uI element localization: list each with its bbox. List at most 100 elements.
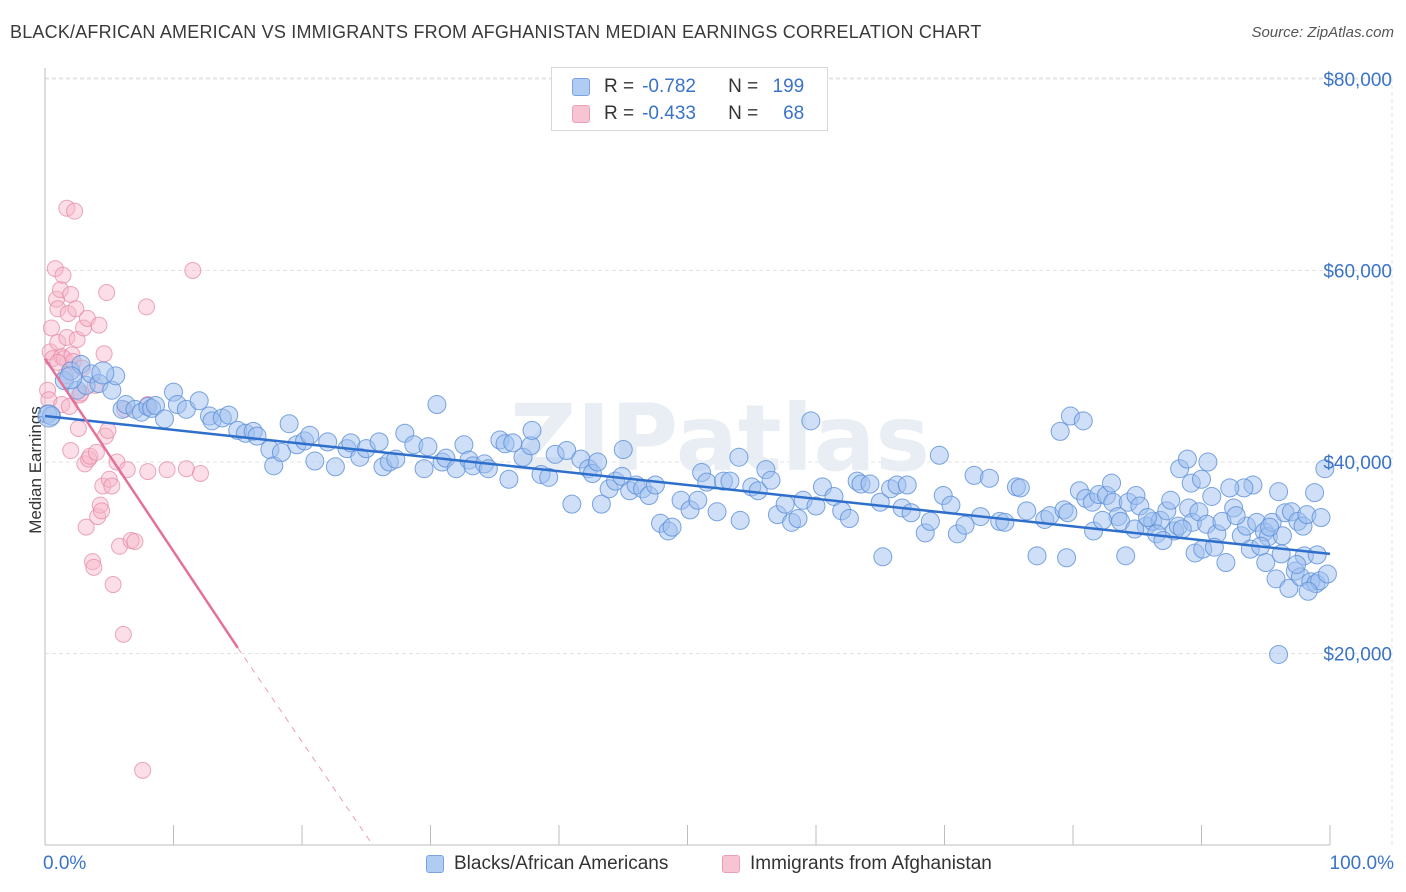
- legend-r-value: -0.433: [642, 103, 696, 124]
- pink-data-point: [84, 553, 102, 571]
- blue-points: [37, 354, 1337, 664]
- chart-title: BLACK/AFRICAN AMERICAN VS IMMIGRANTS FRO…: [10, 22, 982, 42]
- blue-data-point: [920, 511, 940, 531]
- pink-data-point: [77, 518, 95, 536]
- axes: [44, 68, 1331, 846]
- pink-data-point: [104, 576, 122, 594]
- blue-data-point: [1102, 473, 1122, 493]
- pink-data-point: [100, 470, 118, 488]
- blue-data-point: [1073, 411, 1093, 431]
- pink-data-point: [90, 316, 108, 334]
- blue-data-point: [155, 409, 175, 429]
- legend-row-blue: R = -0.782 N = 199: [572, 75, 804, 99]
- blue-data-point: [1116, 546, 1136, 566]
- bottom-legend-blue: Blacks/African Americans: [426, 852, 668, 876]
- blue-data-point: [1260, 517, 1280, 537]
- blue-data-point: [1287, 554, 1307, 574]
- legend-swatch-pink: [572, 105, 590, 123]
- blue-data-point: [189, 391, 209, 411]
- pink-data-point: [138, 298, 156, 316]
- blue-data-point: [91, 361, 115, 385]
- blue-data-point: [688, 490, 708, 510]
- blue-data-point: [1057, 548, 1077, 568]
- legend-r-value: -0.782: [642, 76, 696, 97]
- pink-data-point: [67, 300, 85, 318]
- blue-data-point: [499, 469, 519, 489]
- blue-data-point: [300, 425, 320, 445]
- blue-data-point: [539, 467, 559, 487]
- pink-data-point: [98, 284, 116, 302]
- blue-data-point: [562, 494, 582, 514]
- blue-data-point: [1161, 490, 1181, 510]
- pink-data-point: [91, 496, 109, 514]
- blue-data-point: [873, 547, 893, 567]
- blue-data-point: [522, 420, 542, 440]
- pink-data-point: [66, 202, 84, 220]
- legend-r-label: R =: [604, 103, 635, 124]
- blue-data-point: [860, 474, 880, 494]
- blue-data-point: [1177, 449, 1197, 469]
- blue-data-point: [1256, 553, 1276, 573]
- source-credit: Source: ZipAtlas.com: [1251, 24, 1394, 41]
- blue-data-point: [806, 496, 826, 516]
- pink-data-point: [158, 461, 176, 479]
- x-tick-label: 0.0%: [43, 853, 86, 874]
- blue-data-point: [1192, 469, 1211, 489]
- blue-data-point: [662, 517, 682, 537]
- blue-data-point: [1269, 644, 1289, 664]
- pink-data-point: [95, 345, 113, 363]
- blue-data-point: [1279, 578, 1299, 598]
- blue-data-point: [1216, 553, 1236, 573]
- pink-trend-extension: [237, 647, 374, 846]
- blue-data-point: [613, 440, 633, 460]
- y-tick-label: $20,000: [1323, 645, 1392, 666]
- pink-data-point: [49, 333, 67, 351]
- blue-data-point: [979, 468, 999, 488]
- blue-data-point: [247, 426, 267, 446]
- bottom-legend-label-blue: Blacks/African Americans: [454, 853, 669, 874]
- blue-data-point: [839, 508, 859, 528]
- blue-data-point: [901, 503, 921, 523]
- correlation-legend: R = -0.782 N = 199 R = -0.433 N = 68: [551, 67, 828, 131]
- y-tick-label: $60,000: [1323, 262, 1392, 283]
- blue-data-point: [418, 437, 438, 457]
- bottom-legend-swatch-blue: [426, 855, 444, 873]
- blue-data-point: [955, 515, 975, 535]
- blue-data-point: [369, 432, 389, 452]
- pink-data-point: [139, 463, 157, 481]
- tick-labels: $80,000 $60,000 $40,000 $20,000 0.0% 100.0%: [43, 70, 1394, 874]
- pink-data-point: [49, 353, 67, 371]
- pink-data-point: [134, 761, 152, 779]
- pink-trend-line: [43, 357, 239, 649]
- x-tick-label: 100.0%: [1330, 853, 1395, 874]
- pink-data-point: [51, 281, 69, 299]
- blue-data-point: [1027, 546, 1047, 566]
- pink-data-point: [103, 477, 121, 495]
- blue-data-point: [1172, 519, 1192, 539]
- blue-data-point: [1307, 545, 1327, 565]
- pink-data-point: [85, 558, 103, 576]
- blue-data-point: [146, 396, 166, 416]
- pink-data-point: [99, 421, 117, 439]
- blue-data-point: [1058, 503, 1078, 523]
- blue-data-point: [929, 445, 949, 465]
- blue-data-point: [1269, 482, 1289, 502]
- legend-r-label: R =: [604, 76, 635, 97]
- blue-data-point: [591, 494, 611, 514]
- blue-data-point: [1198, 452, 1218, 472]
- blue-data-point: [761, 470, 781, 490]
- blue-data-point: [801, 411, 821, 431]
- blue-data-point: [414, 459, 434, 479]
- bottom-legend-swatch-pink: [722, 855, 740, 873]
- blue-data-point: [995, 512, 1015, 532]
- blue-data-point: [1305, 483, 1325, 503]
- pink-data-point: [42, 319, 60, 337]
- blue-data-point: [897, 475, 917, 495]
- blue-data-point: [1138, 508, 1158, 528]
- blue-data-point: [729, 447, 749, 467]
- blue-data-point: [1311, 508, 1331, 528]
- pink-data-point: [93, 502, 111, 520]
- pink-data-point: [177, 460, 195, 478]
- legend-row-pink: R = -0.433 N = 68: [572, 102, 804, 126]
